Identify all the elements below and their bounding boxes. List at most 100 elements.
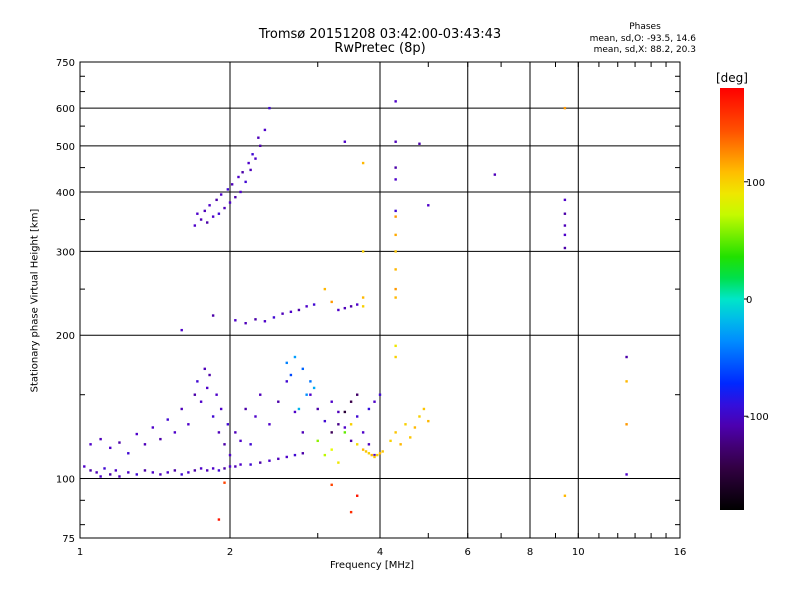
data-point [244,321,247,325]
y-tick-label: 400 [56,188,75,199]
y-tick-label: 75 [62,534,75,545]
data-point [563,198,567,202]
data-point [323,287,327,291]
data-point [394,140,397,143]
data-point [159,437,162,441]
data-point [409,436,412,439]
colorbar-label: [deg] [716,71,748,85]
data-point [563,212,567,215]
data-point [203,209,206,213]
data-point [99,475,102,478]
data-point [95,471,98,474]
data-point [625,380,628,383]
data-point [381,450,384,453]
data-point [254,318,257,321]
data-point [203,367,206,371]
data-point [109,446,112,450]
data-point [563,494,567,497]
data-point [211,314,215,317]
phase-x-stats: mean, sd,X: 88.2, 20.3 [593,45,696,55]
data-point [370,453,373,457]
data-point [367,407,371,411]
x-tick-label: 16 [674,547,687,558]
data-point [364,450,368,453]
data-point [196,380,199,383]
data-point [89,469,92,472]
chart-subtitle: RwPretec (8p) [334,41,426,56]
data-point [228,201,232,204]
data-point [309,380,312,383]
data-point [223,206,226,210]
data-point [297,407,301,411]
y-tick-label: 100 [56,475,75,486]
data-point [217,518,221,521]
x-tick-label: 2 [227,547,233,558]
data-point [563,246,567,250]
data-point [118,475,121,478]
data-point [109,473,112,476]
data-point [143,443,147,446]
data-point [563,106,567,110]
data-point [263,320,267,323]
data-point [305,305,308,308]
data-point [241,171,244,174]
data-point [217,469,221,472]
colorbar-gradient [720,88,744,510]
data-point [244,407,247,411]
data-point [272,316,276,319]
x-tick-label: 8 [527,547,533,558]
data-point [234,319,237,322]
data-point [373,455,376,459]
data-point [180,328,183,332]
data-point [367,452,371,455]
y-tick-label: 200 [56,331,75,342]
data-point [251,153,254,156]
data-point [193,393,197,396]
data-point [281,312,284,315]
data-point [193,224,197,227]
data-point [268,106,271,110]
x-tick-label: 1 [77,547,83,558]
data-point [563,233,567,237]
data-point [312,386,316,390]
data-point [394,233,397,237]
data-point [208,373,211,377]
data-point [361,250,365,253]
data-point [367,443,371,446]
y-tick-label: 300 [56,247,75,258]
data-point [343,410,347,414]
phase-o-stats: mean, sd,O: -93.5, 14.6 [589,34,696,44]
data-point [293,453,297,457]
data-point [305,393,308,396]
data-point [378,452,382,455]
data-point [289,373,293,377]
data-point [135,473,138,476]
colorbar-tick-label: 100 [746,178,765,189]
data-point [312,303,316,306]
data-point [89,443,92,446]
data-point [330,431,333,434]
data-point [127,471,130,474]
data-point [361,431,365,434]
data-point [205,221,209,224]
data-point [285,361,288,365]
y-tick-label: 750 [56,58,75,69]
data-point [234,465,237,468]
data-point [337,410,340,414]
data-point [180,473,183,476]
data-point [323,419,327,423]
data-point [239,439,242,443]
data-point [259,461,262,464]
data-point [263,128,267,132]
data-point [355,494,359,497]
data-point [316,439,319,443]
data-point [127,452,130,455]
data-point [285,455,288,459]
data-point [394,344,397,348]
data-point [277,400,280,403]
data-point [114,469,118,472]
phases-heading: Phases [629,22,661,32]
data-point [217,431,221,434]
data-point [394,250,397,253]
